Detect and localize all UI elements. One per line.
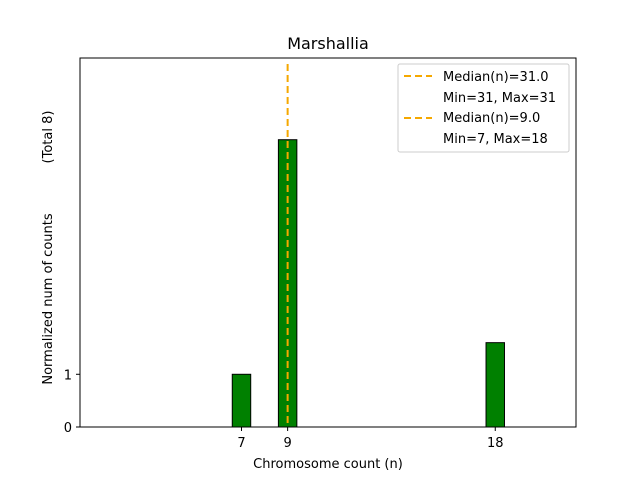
x-tick-label-7: 7 — [237, 436, 245, 451]
legend: Median(n)=31.0 Min=31, Max=31 Median(n)=… — [397, 63, 570, 153]
bar-18 — [485, 342, 505, 428]
plot-area-frame — [79, 57, 577, 428]
bars-group — [231, 139, 505, 428]
legend-label-2: Median(n)=9.0 — [443, 111, 540, 126]
chart-title: Marshallia — [287, 34, 369, 53]
legend-sub-1: Min=31, Max=31 — [443, 91, 556, 106]
x-tick-label-18: 18 — [487, 436, 504, 451]
legend-sub-2: Min=7, Max=18 — [443, 132, 548, 147]
y-tick-label-0: 0 — [64, 421, 72, 436]
y-tick-label-1: 1 — [64, 368, 72, 383]
x-axis-ticks: 7 9 18 — [237, 427, 504, 451]
y-axis-ticks: 01 — [64, 368, 80, 436]
legend-box — [397, 63, 570, 153]
x-axis-label: Chromosome count (n) — [253, 457, 403, 472]
y-axis-total-label: (Total 8) — [41, 111, 56, 164]
x-tick-label-9: 9 — [283, 436, 291, 451]
bar-7 — [231, 373, 252, 428]
legend-label-1: Median(n)=31.0 — [443, 70, 549, 85]
y-axis-label: Normalized num of counts — [41, 213, 56, 384]
